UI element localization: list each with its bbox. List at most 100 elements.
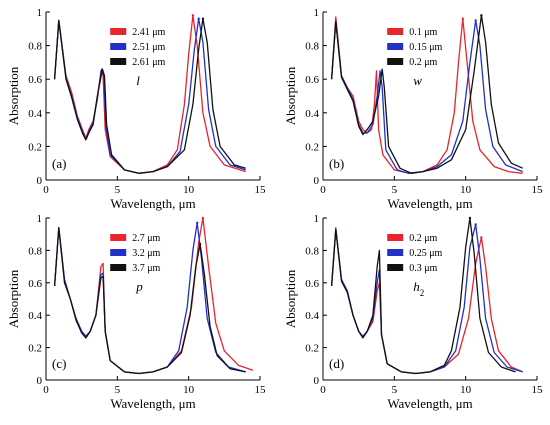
y-tick-label: 0.6 [305,74,319,86]
series-peak-point-3 [468,216,472,220]
y-tick-label: 1 [37,213,43,225]
y-axis-label: Absorption [283,66,298,125]
x-tick-label: 15 [255,184,267,196]
series-peak-point-2 [474,19,477,22]
y-tick-label: 0.6 [28,74,42,86]
series-peak-point-2 [474,223,477,226]
y-tick-label: 0 [314,175,320,187]
y-tick-label: 0.6 [28,278,42,290]
series-peak-point-3 [480,14,483,17]
legend-swatch-3 [110,264,127,271]
series-peak-point-2 [196,221,199,225]
legend-swatch-2 [110,43,127,50]
legend-entry-3: 3.7 μm [132,263,160,274]
y-tick-label: 0.2 [305,343,319,355]
series-line-2 [53,222,246,375]
x-axis-label: Wavelength, μm [110,196,195,211]
x-tick-label: 15 [255,384,267,396]
x-tick-label: 10 [183,184,195,196]
y-tick-label: 0.2 [305,141,319,153]
series-peak-point-2 [197,17,200,20]
chart-panel-a: 0 5 10 15 0 0.2 0.4 0.6 0.8 1 Wavelength, μm Absorp… [6,7,266,211]
legend-entry-1: 2.41 μm [132,27,165,38]
parameter-symbol: l [136,73,140,88]
y-tick-label: 1 [314,7,320,19]
x-tick-label: 5 [392,184,398,196]
panel-label: (a) [52,156,66,171]
panel-label: (c) [52,356,66,371]
y-tick-label: 0.4 [305,310,319,322]
x-tick-label: 10 [460,384,472,396]
series-peak-point-1 [201,216,205,220]
legend-swatch-3 [387,264,404,271]
y-tick-label: 0.8 [305,245,319,257]
parameter-symbol: h2 [413,279,424,298]
y-tick-label: 0.8 [28,41,42,53]
x-tick-label: 0 [320,384,326,396]
legend-swatch-1 [110,234,127,241]
series-line-3 [53,227,246,375]
legend-entry-2: 0.25 μm [409,248,442,259]
legend-entry-2: 0.15 μm [409,42,442,53]
legend-entry-2: 2.51 μm [132,42,165,53]
x-tick-label: 15 [532,384,544,396]
panel-label: (b) [329,156,344,171]
legend-swatch-3 [110,58,127,65]
x-tick-label: 10 [183,384,195,396]
series-peak-point-1 [480,236,483,239]
x-tick-label: 10 [460,184,472,196]
legend-entry-2: 3.2 μm [132,248,160,259]
y-axis-label: Absorption [283,269,298,328]
x-tick-label: 5 [115,384,121,396]
series-line-3 [330,14,523,174]
legend-swatch-1 [110,28,127,35]
y-axis-label: Absorption [6,269,21,328]
parameter-symbol: p [135,279,143,294]
legend-swatch-1 [387,234,404,241]
legend-entry-1: 2.7 μm [132,233,160,244]
y-tick-label: 0.8 [28,245,42,257]
x-tick-label: 5 [392,384,398,396]
legend-entry-1: 0.1 μm [409,27,437,38]
y-tick-label: 0.2 [28,141,42,153]
legend-entry-1: 0.2 μm [409,233,437,244]
series-line-1 [330,16,523,174]
y-axis-label: Absorption [6,66,21,125]
chart-panel-c: 0 5 10 15 0 0.2 0.4 0.6 0.8 1 Wavelength, μm Absorp… [6,213,266,411]
y-tick-label: 0.6 [305,278,319,290]
x-tick-label: 0 [320,184,326,196]
legend-entry-3: 2.61 μm [132,57,165,68]
y-tick-label: 0 [314,375,320,387]
series-peak-point-3 [198,242,202,246]
series-line-3 [330,217,516,375]
legend-entry-3: 0.3 μm [409,263,437,274]
y-tick-label: 1 [314,213,320,225]
series-peak-point-3 [201,17,205,20]
legend-swatch-2 [387,249,404,256]
x-tick-label: 15 [532,184,544,196]
legend-swatch-3 [387,58,404,65]
y-tick-label: 0.4 [305,108,319,120]
series-line-2 [330,223,523,375]
series-peak-point-1 [461,17,465,20]
y-tick-label: 0.2 [28,343,42,355]
legend-swatch-2 [110,249,127,256]
y-tick-label: 1 [37,7,43,19]
series-line-3 [53,18,246,174]
x-tick-label: 0 [43,184,49,196]
chart-panel-b: 0 5 10 15 0 0.2 0.4 0.6 0.8 1 Wavelength, μm Absorp… [283,7,543,211]
series-line-1 [53,14,246,174]
legend-entry-3: 0.2 μm [409,57,437,68]
y-tick-label: 0.4 [28,310,42,322]
x-tick-label: 5 [115,184,121,196]
x-axis-label: Wavelength, μm [387,396,472,411]
y-tick-label: 0.8 [305,41,319,53]
series-peak-point-1 [191,14,195,17]
parameter-subscript: 2 [420,288,425,298]
x-axis-label: Wavelength, μm [110,396,195,411]
y-tick-label: 0 [37,375,43,387]
legend-swatch-1 [387,28,404,35]
y-tick-label: 0 [37,175,43,187]
x-tick-label: 0 [43,384,49,396]
